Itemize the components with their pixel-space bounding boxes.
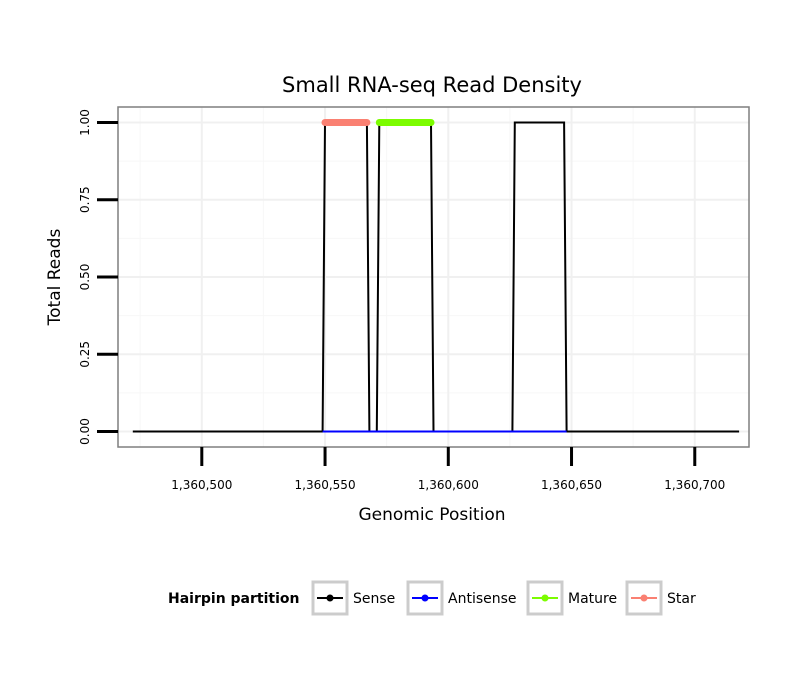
- x-axis-title: Genomic Position: [358, 505, 505, 525]
- legend-item-mature: Mature: [526, 580, 617, 616]
- y-tick-label: 0.75: [78, 186, 92, 213]
- legend-item-antisense: Antisense: [406, 580, 517, 616]
- y-tick-label: 0.00: [78, 418, 92, 445]
- y-tick-label: 0.25: [78, 341, 92, 368]
- legend-item-star: Star: [625, 580, 696, 616]
- x-tick-label: 1,360,650: [541, 478, 602, 492]
- legend-title: Hairpin partition: [168, 591, 299, 607]
- chart-title: Small RNA-seq Read Density: [282, 73, 582, 97]
- legend-key-point: [326, 594, 334, 602]
- series-layer: [132, 119, 740, 433]
- x-tick-label: 1,360,600: [418, 478, 479, 492]
- legend-key-point: [541, 594, 549, 602]
- y-tick-label: 0.50: [78, 264, 92, 291]
- y-tick-label: 1.00: [78, 109, 92, 136]
- x-tick-label: 1,360,700: [664, 478, 725, 492]
- legend-label: Sense: [353, 591, 395, 607]
- x-tick-label: 1,360,550: [295, 478, 356, 492]
- x-tick-label: 1,360,500: [171, 478, 232, 492]
- y-axis-title: Total Reads: [45, 229, 65, 327]
- legend-key-point: [421, 594, 429, 602]
- legend-label: Mature: [568, 591, 617, 607]
- legend-label: Antisense: [448, 591, 517, 607]
- legend-key-point: [640, 594, 648, 602]
- legend-label: Star: [667, 591, 696, 607]
- x-axis: 1,360,500 1,360,550 1,360,600 1,360,650 1,36…: [171, 447, 725, 492]
- y-axis: 0.00 0.25 0.50 0.75 1.00: [78, 109, 118, 445]
- legend: Hairpin partition Sense Antisense Mature St…: [168, 580, 696, 616]
- legend-item-sense: Sense: [311, 580, 395, 616]
